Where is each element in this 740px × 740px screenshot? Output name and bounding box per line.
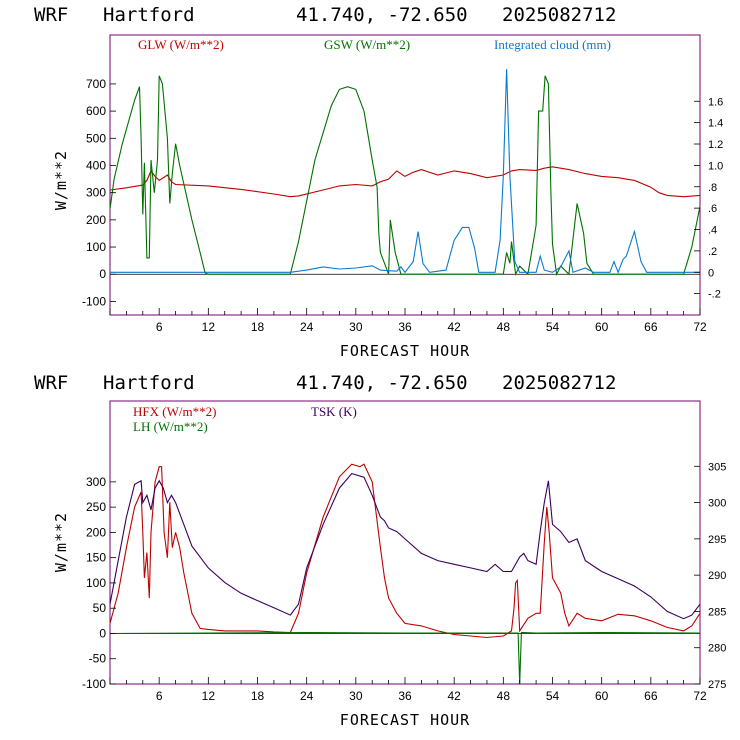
series-line-integrated [110,69,700,274]
y2-tick-label: 0 [708,267,714,279]
x-tick-label: 48 [497,689,511,703]
y-tick-label: -50 [89,652,107,666]
x-tick-label: 54 [546,320,560,334]
panel1-legend-glw: GLW (W/m**2) [138,37,224,52]
y2-tick-label: .2 [708,246,717,258]
y-tick-label: -100 [82,294,106,308]
y-tick-label: 400 [86,158,106,172]
x-tick-label: 6 [156,689,163,703]
x-tick-label: 60 [595,689,609,703]
x-tick-label: 18 [251,320,265,334]
x-tick-label: 54 [546,689,560,703]
y-tick-label: 100 [86,576,106,590]
panel1-init-time: 2025082712 [502,4,616,26]
x-tick-label: 72 [693,689,707,703]
x-tick-label: 24 [300,689,314,703]
x-tick-label: 24 [300,320,314,334]
y2-tick-label: 290 [708,570,726,582]
x-tick-label: 72 [693,320,707,334]
y-tick-label: 250 [86,500,106,514]
panel2-legend-lh: LH (W/m**2) [133,419,208,434]
panel1-coords: 41.740, -72.650 [296,4,468,26]
y-tick-label: 100 [86,240,106,254]
x-tick-label: 42 [447,320,461,334]
series-line-glw [109,166,701,198]
panel1-model: WRF [34,4,68,26]
y2-tick-label: .6 [708,203,717,215]
panel1-legend-gsw: GSW (W/m**2) [324,37,410,52]
x-tick-label: 6 [156,320,163,334]
panel2-chart: 6 12 18 24 30 36 42 48 54 60 66 72 -100 -50 0 50 100 150… [52,400,726,729]
x-tick-label: 12 [202,320,216,334]
y2-tick-label: 280 [708,643,726,655]
series-line-gsw [109,75,701,277]
x-tick-label: 42 [447,689,461,703]
series-line-tsk [109,472,701,620]
panel2-ylabel: W/m**2 [52,512,70,572]
y2-tick-label: 1.2 [708,139,723,151]
x-tick-label: 30 [349,689,363,703]
y-tick-label: 50 [93,601,107,615]
y-tick-label: 0 [99,267,106,281]
x-tick-label: 66 [644,689,658,703]
y2-tick-label: .4 [708,225,717,237]
y2-tick-label: 285 [708,606,726,618]
x-tick-label: 12 [202,689,216,703]
series-line-lh [109,631,701,685]
panel2-coords: 41.740, -72.650 [296,372,468,394]
panel1-ylabel: W/m**2 [52,150,70,210]
y-tick-label: 150 [86,551,106,565]
y2-tick-label: 1.6 [708,96,723,108]
y2-tick-label: 295 [708,534,726,546]
y2-tick-label: 305 [708,461,726,473]
y-tick-label: 700 [86,77,106,91]
y-tick-label: 200 [86,213,106,227]
x-tick-label: 18 [251,689,265,703]
x-tick-label: 30 [349,320,363,334]
y2-tick-label: 1.0 [708,160,723,172]
y-tick-label: 600 [86,104,106,118]
x-tick-label: 60 [595,320,609,334]
y2-tick-label: 275 [708,679,726,691]
y-tick-label: 200 [86,525,106,539]
x-tick-label: 66 [644,320,658,334]
y-tick-label: 300 [86,475,106,489]
y2-tick-label: -.2 [708,289,721,301]
series-line-hfx [109,463,701,639]
x-tick-label: 36 [398,320,412,334]
panel2-frame [109,400,701,685]
y-tick-label: 500 [86,131,106,145]
y2-tick-label: .8 [708,182,717,194]
panel2-legend-hfx: HFX (W/m**2) [133,404,216,419]
y-tick-label: -100 [82,677,106,691]
panel1-legend-cloud: Integrated cloud (mm) [494,37,611,52]
y2-tick-label: 300 [708,498,726,510]
panel1-xlabel: FORECAST HOUR [340,342,470,360]
y-tick-label: 0 [99,626,106,640]
panel2-xlabel: FORECAST HOUR [340,711,470,729]
panel1-chart: 6 12 18 24 30 36 42 48 54 60 66 72 -100 0 100 200 300 40… [52,34,723,360]
panel1-location: Hartford [103,4,195,26]
panel2-init-time: 2025082712 [502,372,616,394]
panel2-legend-tsk: TSK (K) [311,404,357,419]
panel2-model: WRF [34,372,68,394]
panel2-location: Hartford [103,372,195,394]
y2-tick-label: 1.4 [708,118,723,130]
x-tick-label: 36 [398,689,412,703]
x-tick-label: 48 [497,320,511,334]
y-tick-label: 300 [86,186,106,200]
